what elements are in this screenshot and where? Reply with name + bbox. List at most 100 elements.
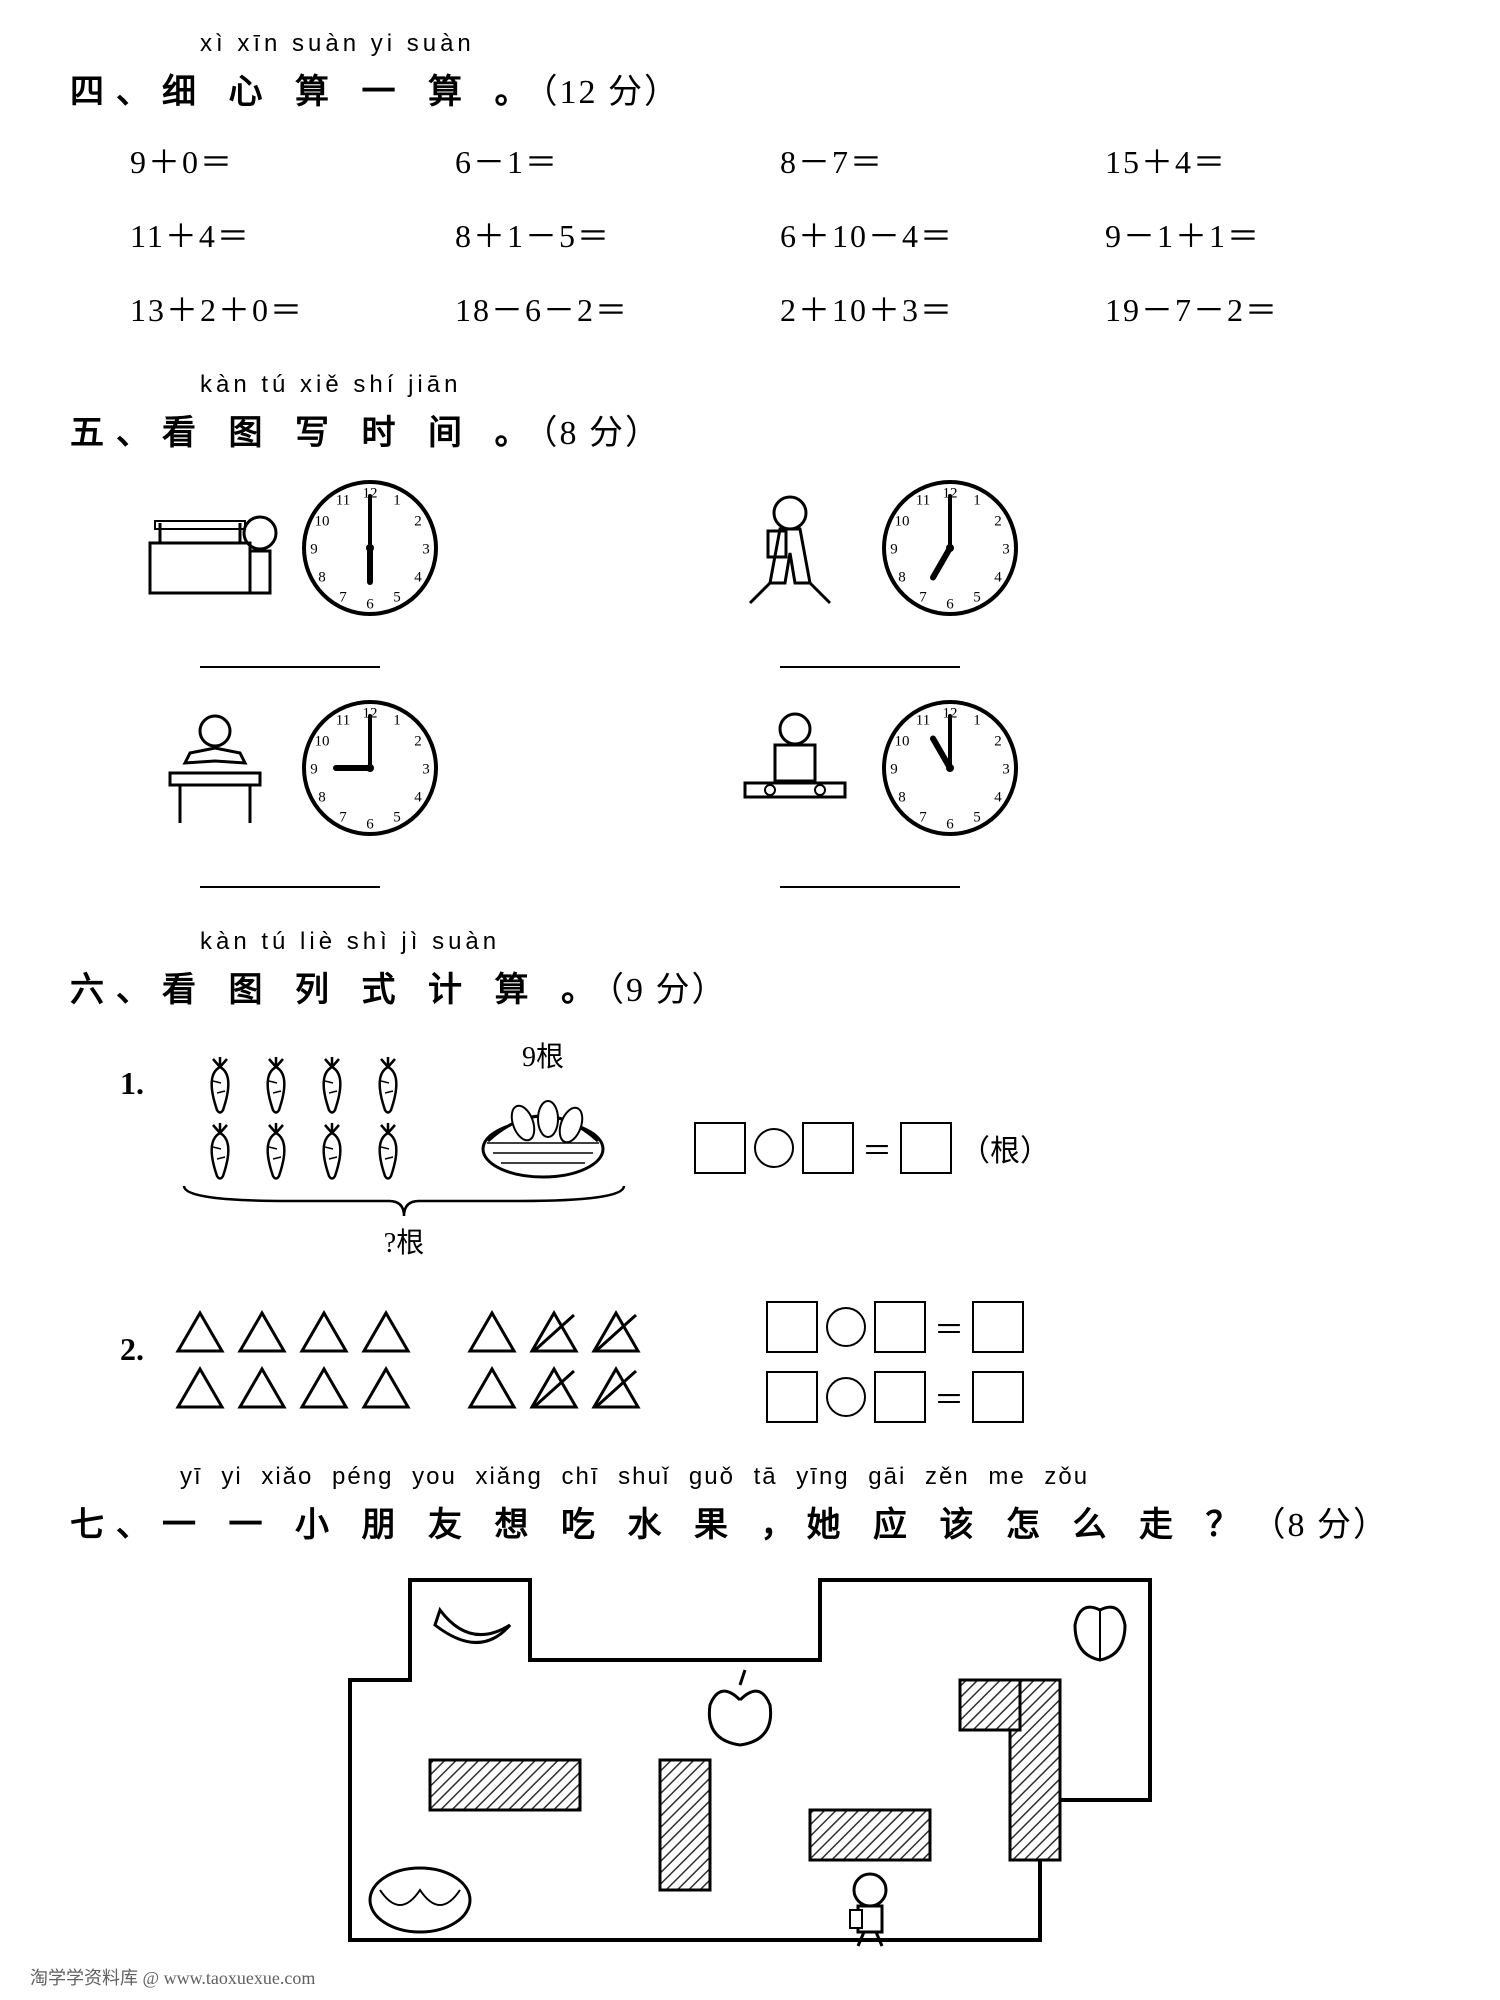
carrot-icon (251, 1121, 301, 1181)
maze (70, 1570, 1430, 1950)
triangle-icon (466, 1365, 522, 1415)
svg-text:8: 8 (318, 789, 326, 805)
svg-text:11: 11 (916, 492, 930, 508)
maze-icon (340, 1570, 1160, 1950)
svg-text:3: 3 (422, 761, 430, 777)
svg-text:7: 7 (339, 809, 347, 825)
operator-circle[interactable] (826, 1307, 866, 1347)
answer-box[interactable] (802, 1122, 854, 1174)
operator-circle[interactable] (826, 1377, 866, 1417)
clock-row-2: 121234567891011 121234567891011 (140, 698, 1430, 888)
carrot-icon (307, 1055, 357, 1115)
clock-item-1: 121234567891011 (140, 478, 440, 668)
q6-1: 1. 9根 (120, 1035, 1430, 1261)
triangle-icon (360, 1309, 416, 1359)
brace-icon (174, 1181, 634, 1221)
activity-reading-icon (140, 703, 290, 833)
q6-2-number: 2. (120, 1331, 144, 1368)
arith-cell: 8＋1－5＝ (455, 211, 780, 257)
triangle-group-left (174, 1309, 416, 1415)
svg-text:11: 11 (336, 712, 350, 728)
svg-text:9: 9 (890, 761, 898, 777)
basket-label: 9根 (522, 1035, 564, 1075)
operator-circle[interactable] (754, 1128, 794, 1168)
q6-1-number: 1. (120, 1065, 144, 1102)
section-6-title: 六、看 图 列 式 计 算 。 (70, 972, 607, 1009)
answer-blank[interactable] (780, 856, 960, 888)
svg-text:8: 8 (898, 569, 906, 585)
q6-2: 2. ＝ ＝ (120, 1301, 1430, 1423)
svg-text:6: 6 (946, 816, 954, 832)
svg-text:8: 8 (318, 569, 326, 585)
arith-cell: 2＋10＋3＝ (780, 285, 1105, 331)
carrot-icon (195, 1121, 245, 1181)
answer-box[interactable] (874, 1371, 926, 1423)
answer-box[interactable] (766, 1301, 818, 1353)
section-4-title: 四、细 心 算 一 算 。 (70, 74, 541, 111)
section-4-points: （12 分） (541, 74, 681, 111)
section-5: kàn tú xiě shí jiān 五、看 图 写 时 间 。（8 分） 1… (70, 371, 1430, 888)
answer-box[interactable] (766, 1371, 818, 1423)
triangle-icon (236, 1365, 292, 1415)
svg-text:5: 5 (973, 589, 981, 605)
triangle-icon (466, 1309, 522, 1359)
q6-container: 1. 9根 (120, 1035, 1430, 1423)
answer-box[interactable] (972, 1301, 1024, 1353)
section-5-pinyin: kàn tú xiě shí jiān (200, 371, 1430, 399)
svg-text:5: 5 (393, 589, 401, 605)
answer-box[interactable] (694, 1122, 746, 1174)
arith-cell: 15＋4＝ (1105, 137, 1430, 183)
svg-text:4: 4 (414, 569, 422, 585)
activity-eating-icon (720, 703, 870, 833)
section-7: yī yi xiǎo péng you xiǎng chī shuǐ guǒ t… (70, 1463, 1430, 1950)
carrot-icon (195, 1055, 245, 1115)
basket-icon (473, 1081, 613, 1181)
section-4-heading: 四、细 心 算 一 算 。（12 分） (70, 64, 1430, 113)
activity-wakeup-icon (140, 483, 290, 613)
arith-cell: 6－1＝ (455, 137, 780, 183)
svg-text:3: 3 (422, 541, 430, 557)
basket: 9根 (473, 1035, 613, 1181)
answer-box[interactable] (900, 1122, 952, 1174)
svg-text:9: 9 (310, 541, 318, 557)
section-5-points: （8 分） (541, 415, 662, 452)
answer-box[interactable] (972, 1371, 1024, 1423)
svg-text:1: 1 (393, 712, 401, 728)
arith-cell: 18－6－2＝ (455, 285, 780, 331)
triangle-icon (298, 1365, 354, 1415)
section-7-points: （8 分） (1252, 1507, 1390, 1544)
triangle-icon (360, 1365, 416, 1415)
answer-blank[interactable] (780, 636, 960, 668)
svg-text:10: 10 (895, 733, 910, 749)
carrot-icon (363, 1055, 413, 1115)
clock-item-2: 121234567891011 (720, 478, 1020, 668)
svg-text:4: 4 (994, 569, 1002, 585)
section-6-points: （9 分） (607, 972, 728, 1009)
unknown-label: ?根 (384, 1221, 424, 1261)
carrot-icon (307, 1121, 357, 1181)
equation-column: ＝ ＝ (706, 1301, 1024, 1423)
svg-text:2: 2 (414, 733, 422, 749)
arith-cell: 6＋10－4＝ (780, 211, 1105, 257)
section-4-pinyin: xì xīn suàn yi suàn (200, 30, 1430, 58)
svg-text:11: 11 (916, 712, 930, 728)
answer-box[interactable] (874, 1301, 926, 1353)
svg-text:6: 6 (946, 596, 954, 612)
svg-text:4: 4 (994, 789, 1002, 805)
arith-cell: 13＋2＋0＝ (130, 285, 455, 331)
svg-text:8: 8 (898, 789, 906, 805)
svg-text:5: 5 (973, 809, 981, 825)
clock-face-icon: 121234567891011 (300, 478, 440, 618)
arithmetic-grid: 9＋0＝ 6－1＝ 8－7＝ 15＋4＝ 11＋4＝ 8＋1－5＝ 6＋10－4… (130, 137, 1430, 331)
section-6-heading: 六、看 图 列 式 计 算 。（9 分） (70, 962, 1430, 1011)
answer-blank[interactable] (200, 636, 380, 668)
answer-blank[interactable] (200, 856, 380, 888)
section-5-title: 五、看 图 写 时 间 。 (70, 415, 541, 452)
section-6: kàn tú liè shì jì suàn 六、看 图 列 式 计 算 。（9… (70, 928, 1430, 1423)
triangle-icon (590, 1365, 646, 1415)
triangle-icon (174, 1309, 230, 1359)
svg-text:3: 3 (1002, 541, 1010, 557)
clock-item-3: 121234567891011 (140, 698, 440, 888)
svg-text:11: 11 (336, 492, 350, 508)
footer-text: 淘学学资料库 @ www.taoxuexue.com (30, 1964, 315, 1990)
